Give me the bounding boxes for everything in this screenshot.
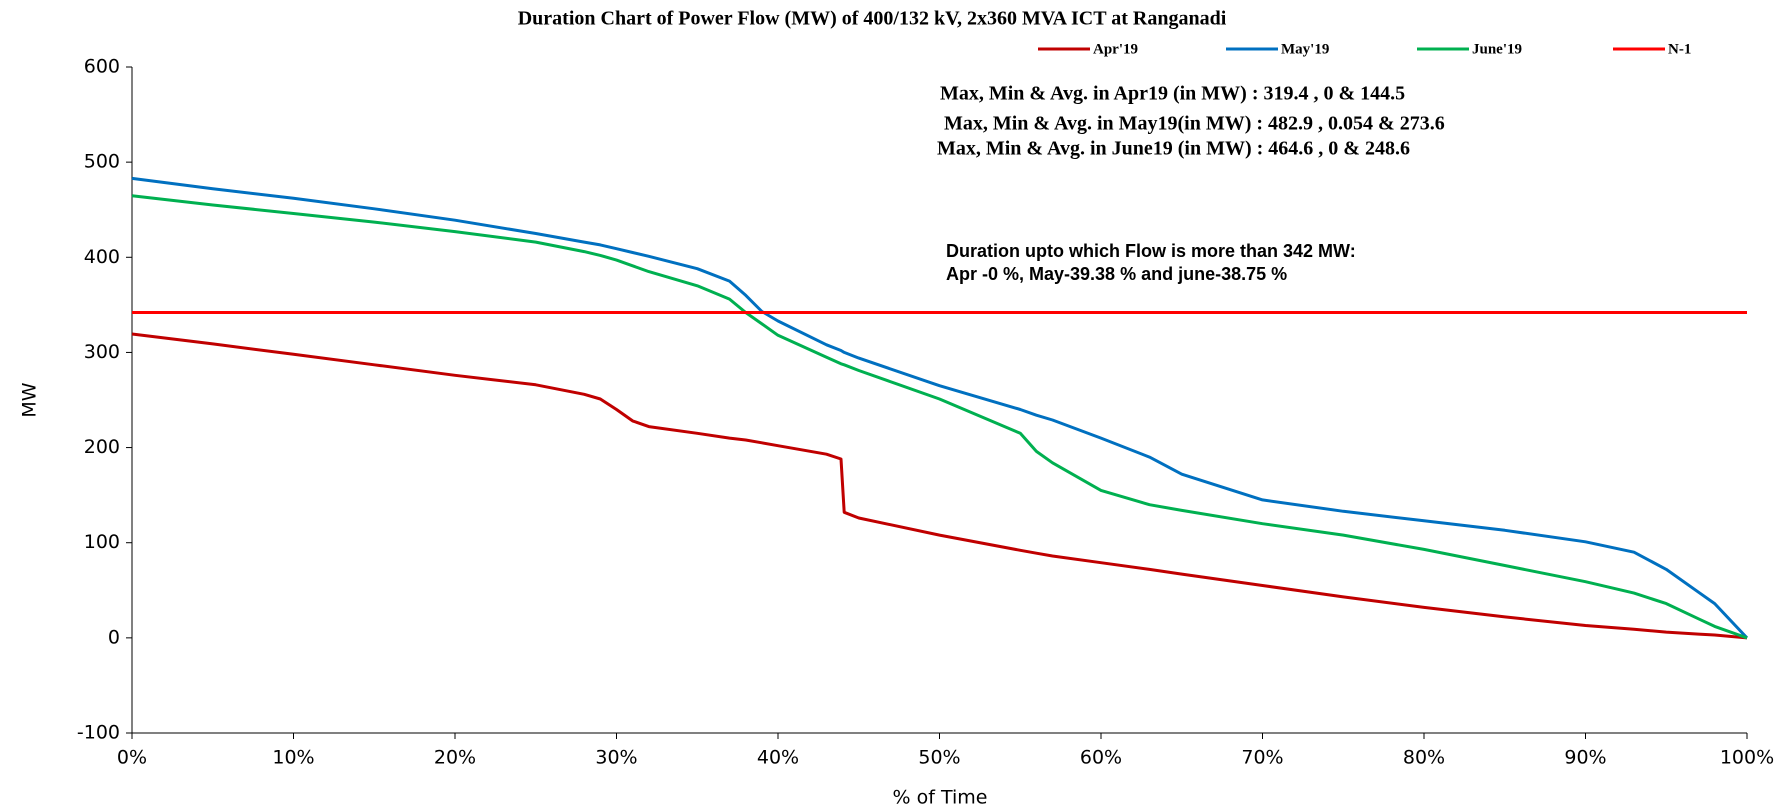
y-axis-label: MW	[19, 382, 41, 417]
y-tick-label: 600	[84, 56, 120, 78]
line-series	[131, 332, 1748, 640]
y-tick-label: 500	[84, 151, 120, 173]
x-tick-label: 100%	[1720, 747, 1774, 769]
y-tick-label: 0	[108, 626, 120, 648]
x-tick-label: 50%	[918, 747, 960, 769]
legend-label: Apr'19	[1093, 41, 1138, 57]
x-tick-label: 80%	[1403, 747, 1445, 769]
x-tick-label: 90%	[1564, 747, 1606, 769]
x-tick-label: 30%	[595, 747, 637, 769]
x-tick-label: 10%	[272, 747, 314, 769]
y-tick-label: 400	[84, 246, 120, 268]
y-tick-label: -100	[77, 722, 120, 744]
line-series	[131, 176, 1749, 639]
x-tick-label: 40%	[757, 747, 799, 769]
x-axis-label: % of Time	[893, 787, 988, 809]
annotation: Apr -0 %, May-39.38 % and june-38.75 %	[946, 264, 1287, 284]
x-tick-label: 20%	[434, 747, 476, 769]
chart-title: Duration Chart of Power Flow (MW) of 400…	[518, 8, 1227, 30]
legend-label: June'19	[1472, 41, 1522, 57]
annotation: Max, Min & Avg. in May19(in MW) : 482.9 …	[944, 113, 1445, 135]
x-tick-label: 70%	[1241, 747, 1283, 769]
y-tick-label: 300	[84, 341, 120, 363]
x-tick-label: 60%	[1080, 747, 1122, 769]
annotation: Max, Min & Avg. in Apr19 (in MW) : 319.4…	[940, 83, 1405, 105]
legend-label: N-1	[1668, 41, 1691, 57]
y-tick-label: 100	[84, 531, 120, 553]
annotation: Max, Min & Avg. in June19 (in MW) : 464.…	[937, 138, 1410, 160]
y-tick-label: 200	[84, 436, 120, 458]
annotation: Duration upto which Flow is more than 34…	[946, 241, 1356, 261]
legend-label: May'19	[1281, 41, 1329, 57]
line-series	[131, 194, 1748, 640]
x-tick-label: 0%	[117, 747, 147, 769]
